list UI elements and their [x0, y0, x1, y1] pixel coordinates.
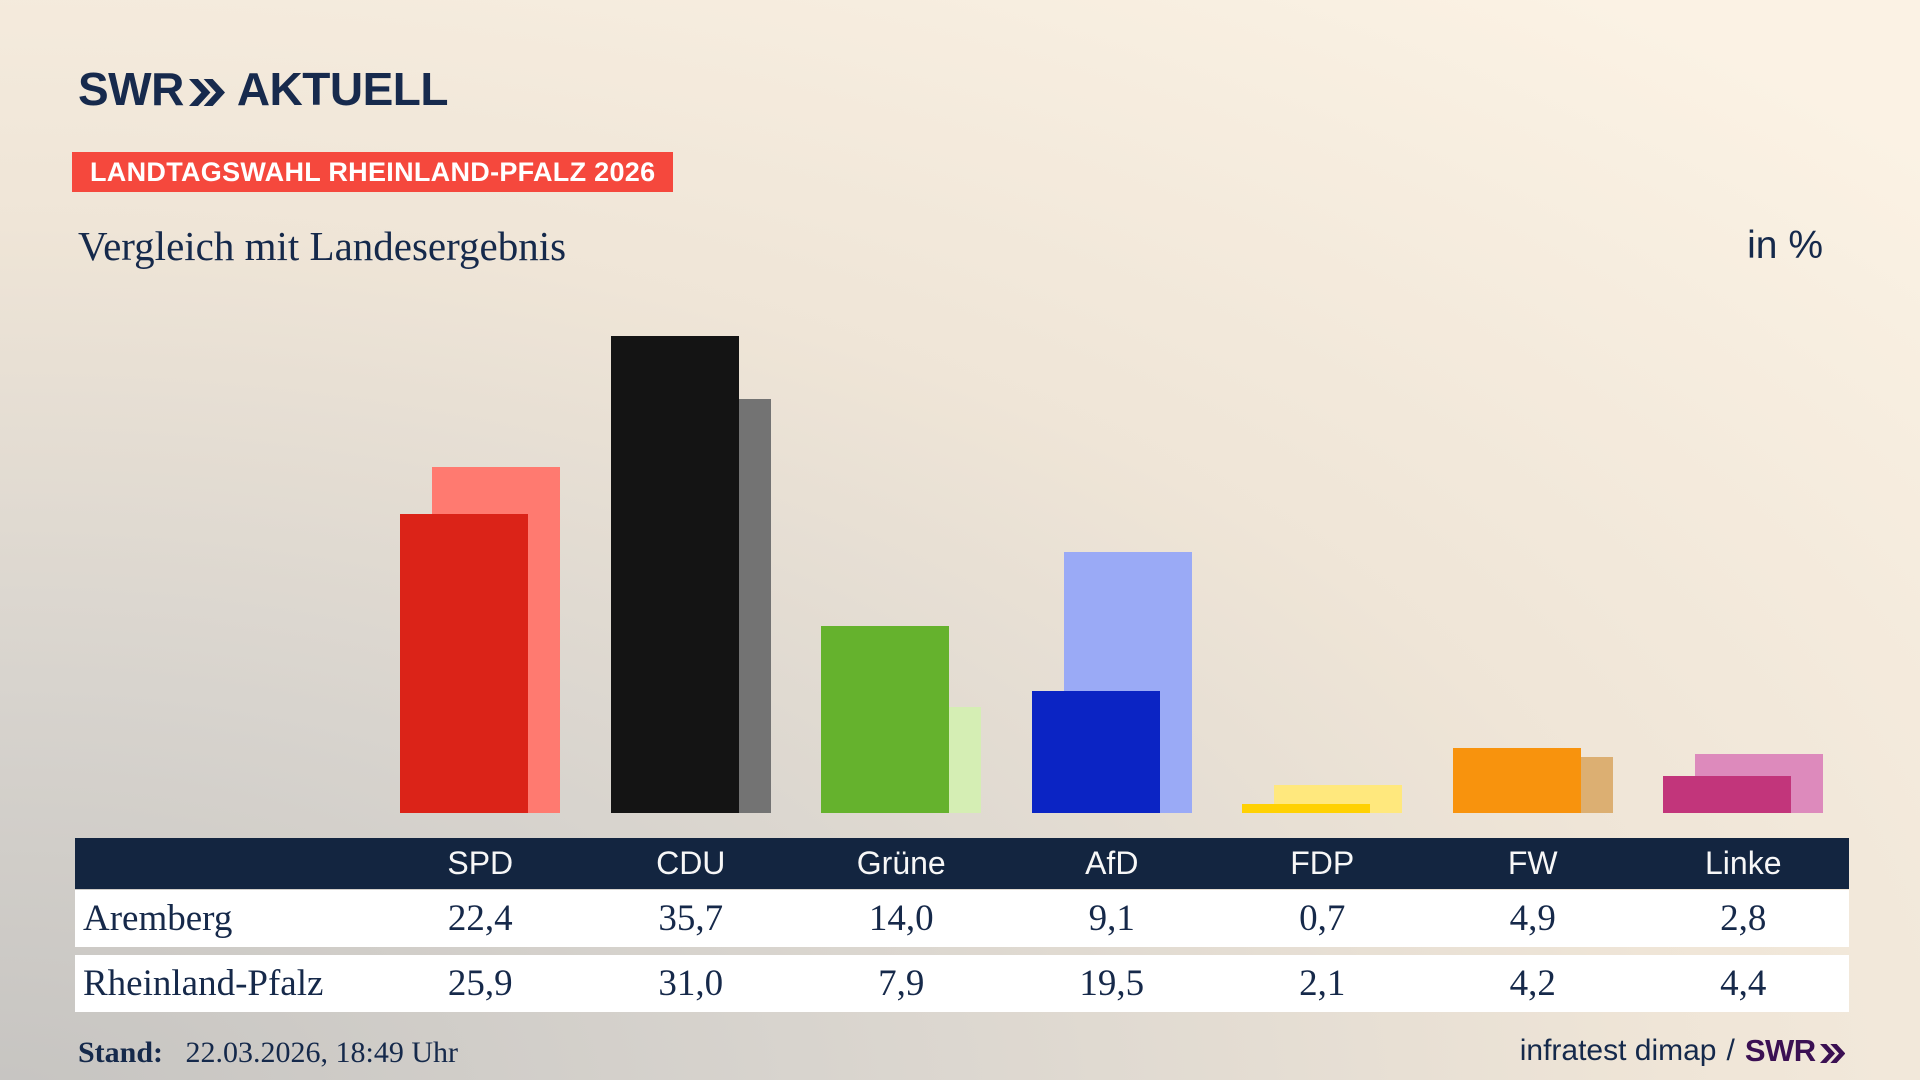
bar-linke-aremberg [1663, 775, 1791, 813]
table-cell-aremberg-fdp: 0,7 [1299, 898, 1346, 939]
table-cell-aremberg-afd: 9,1 [1088, 898, 1135, 939]
swr-aktuell-logo: SWR AKTUELL [78, 62, 448, 116]
results-table: SPD CDU Grüne AfD FDP FW Linke Aremberg 22,4 35,7… [75, 838, 1849, 1012]
logo-swr-text: SWR [78, 63, 184, 115]
logo-chevrons-icon [188, 78, 225, 106]
bar-fdp-aremberg [1242, 803, 1370, 813]
stand-value: 22.03.2026, 18:49 Uhr [185, 1036, 459, 1069]
table-cell-rheinland-pfalz-cdu: 31,0 [658, 963, 724, 1004]
table-header-row: SPD CDU Grüne AfD FDP FW Linke [75, 838, 1849, 889]
stand-label: Stand: [78, 1036, 164, 1069]
column-header-fdp: FDP [1290, 845, 1355, 881]
table-row-aremberg: Aremberg 22,4 35,7 14,0 9,1 0,7 4,9 2,8 [75, 890, 1849, 947]
table-cell-aremberg-cdu: 35,7 [658, 898, 724, 939]
table-cell-rheinland-pfalz-spd: 25,9 [447, 963, 513, 1004]
bar-chart [400, 335, 1823, 813]
source-separator: / [1726, 1034, 1735, 1067]
unit-label: in % [1747, 224, 1823, 267]
table-cell-rheinland-pfalz-fdp: 2,1 [1299, 963, 1346, 1004]
row-label-aremberg: Aremberg [83, 898, 233, 939]
table-cell-rheinland-pfalz-fw: 4,2 [1509, 963, 1556, 1004]
bar-afd-aremberg [1031, 691, 1160, 813]
election-badge: LANDTAGSWAHL RHEINLAND-PFALZ 2026 [72, 152, 674, 192]
swr-footer-text: SWR [1744, 1033, 1816, 1068]
footer-chevrons-icon [1819, 1043, 1845, 1063]
chart-title: Vergleich mit Landesergebnis [78, 223, 567, 269]
table-cell-aremberg-spd: 22,4 [447, 898, 513, 939]
table-row-rheinland-pfalz: Rheinland-Pfalz 25,9 31,0 7,9 19,5 2,1 4,2 4,4 [75, 955, 1849, 1012]
source-name: infratest dimap [1519, 1034, 1717, 1067]
bar-cdu-aremberg [610, 335, 739, 813]
bar-spd-aremberg [400, 513, 528, 813]
column-header-linke: Linke [1705, 845, 1782, 881]
logo-aktuell-text: AKTUELL [236, 63, 449, 115]
table-cell-aremberg-gr-ne: 14,0 [868, 898, 934, 939]
swr-footer-logo: SWR [1745, 1033, 1845, 1069]
source-credit: infratest dimap / SWR [1520, 1033, 1845, 1069]
column-header-afd: AfD [1085, 845, 1139, 881]
column-header-fw: FW [1507, 845, 1558, 881]
footer-timestamp: Stand: 22.03.2026, 18:49 Uhr [78, 1036, 458, 1070]
column-header-spd: SPD [447, 845, 514, 881]
table-cell-rheinland-pfalz-linke: 4,4 [1720, 963, 1767, 1004]
table-cell-aremberg-linke: 2,8 [1720, 898, 1767, 939]
bar-fw-aremberg [1452, 747, 1581, 813]
column-header-cdu: CDU [656, 845, 726, 881]
table-cell-aremberg-fw: 4,9 [1509, 898, 1556, 939]
table-cell-rheinland-pfalz-gr-ne: 7,9 [878, 963, 925, 1004]
table-cell-rheinland-pfalz-afd: 19,5 [1079, 963, 1145, 1004]
bar-gr-ne-aremberg [821, 625, 949, 813]
column-header-gr-ne: Grüne [856, 845, 946, 881]
row-label-rheinland-pfalz: Rheinland-Pfalz [83, 963, 324, 1004]
